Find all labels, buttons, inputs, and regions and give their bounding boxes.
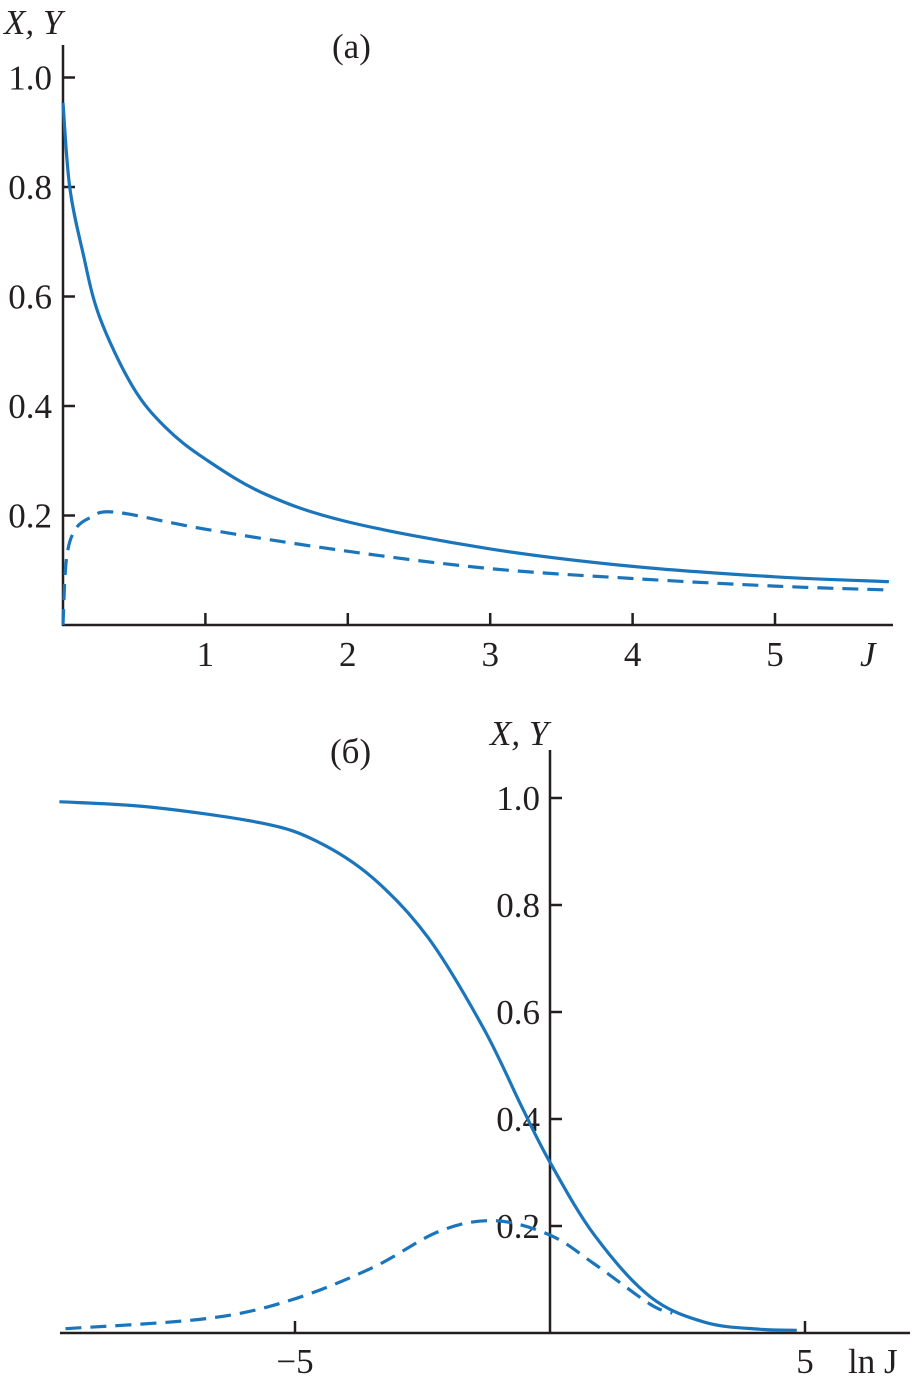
panel-b-label: (б) — [330, 732, 371, 771]
series-line-solid — [59, 800, 797, 1332]
panel-a: X, Y (a) J 0.2 0.4 0.6 0.8 1.0 1 2 3 4 5 — [2, 3, 893, 674]
y-tick-label: 0.4 — [8, 387, 52, 426]
x-tick-label: 4 — [624, 635, 642, 674]
y-tick-label: 0.8 — [8, 168, 52, 207]
panel-b-x-axis-label-text: ln J — [848, 1342, 898, 1381]
panel-b-x-axis-label: ln J — [848, 1342, 898, 1381]
x-tick-label: −5 — [276, 1342, 313, 1381]
panel-a-y-axis-label: X, Y — [2, 3, 66, 42]
x-tick-label: 2 — [339, 635, 357, 674]
series-line-solid — [61, 102, 889, 584]
y-tick-label: 0.6 — [8, 278, 52, 317]
y-tick-label: 0.2 — [8, 497, 52, 536]
panel-a-x-axis-label: J — [860, 635, 877, 674]
y-tick-label: 0.8 — [496, 886, 540, 925]
y-tick-label: 0.6 — [496, 993, 540, 1032]
series-line-dashed — [61, 510, 889, 626]
y-tick-label: 1.0 — [496, 779, 540, 818]
panel-b-y-axis-label: X, Y — [488, 714, 552, 753]
panel-b: X, Y (б) ln J 0.20.40.60.81.0−5 5 — [59, 714, 910, 1381]
series-line-dashed — [65, 1219, 674, 1331]
y-tick-label: 0.2 — [496, 1207, 540, 1246]
x-tick-label: 3 — [481, 635, 499, 674]
x-tick-label: 1 — [197, 635, 215, 674]
x-tick-label: 5 — [796, 1342, 814, 1381]
x-tick-label: 5 — [766, 635, 784, 674]
panel-a-label: (a) — [332, 27, 371, 66]
y-tick-label: 1.0 — [8, 59, 52, 98]
